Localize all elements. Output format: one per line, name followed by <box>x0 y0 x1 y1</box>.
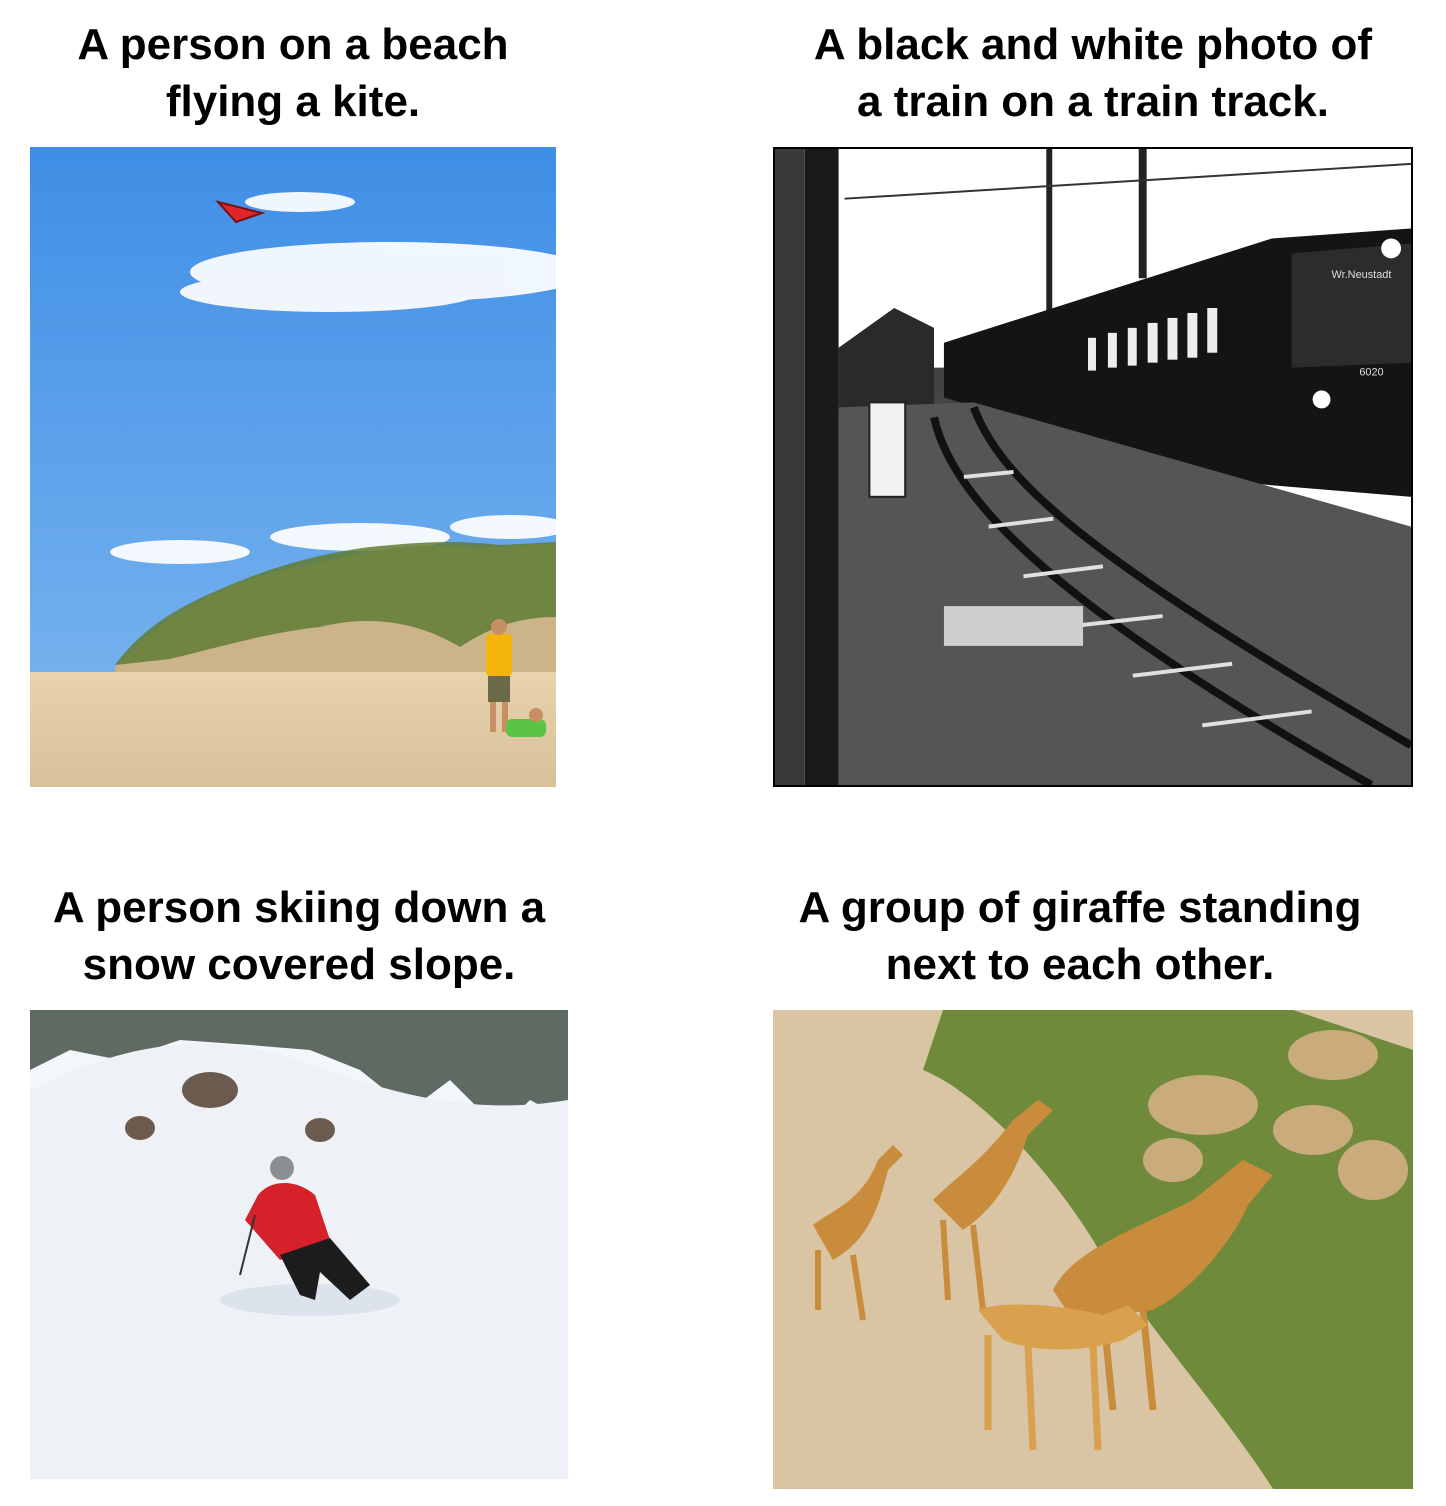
caption-line: a train on a train track. <box>857 77 1329 126</box>
train-number: 6020 <box>1359 367 1383 379</box>
giraffe <box>978 1304 1148 1451</box>
rocks <box>125 1072 335 1142</box>
windows <box>1088 308 1218 371</box>
trackside-box <box>868 401 907 498</box>
snowy-trees <box>30 1010 568 1130</box>
dune-grass <box>115 541 556 665</box>
photo-giraffes <box>773 1010 1413 1489</box>
caption-line: A person on a beach <box>77 20 509 69</box>
ballast <box>838 402 1411 785</box>
person-shirt <box>486 634 512 676</box>
person-head <box>491 619 507 635</box>
caption-line: A black and white photo of <box>813 20 1373 69</box>
skier-pants <box>280 1238 370 1300</box>
skier-helmet <box>270 1156 294 1180</box>
boulders <box>1143 1030 1408 1200</box>
trees <box>838 308 934 418</box>
caption-skier: A person skiing down a snow covered slop… <box>30 879 568 993</box>
caption-line: flying a kite. <box>165 77 421 126</box>
photo-beach-kite <box>30 147 556 787</box>
caption-train: A black and white photo of a train on a … <box>773 16 1413 130</box>
ski-pole <box>239 1214 256 1276</box>
photo-train: Wr.Neustadt 6020 <box>773 147 1413 787</box>
skier-jacket <box>245 1182 330 1260</box>
caption-line: A person skiing down a <box>52 883 546 932</box>
left-pole <box>804 149 839 785</box>
photo-skier <box>30 1010 568 1479</box>
person-shorts <box>488 676 510 702</box>
child-lying <box>506 719 546 737</box>
giraffe <box>933 1100 1053 1311</box>
caption-line: snow covered slope. <box>82 940 516 989</box>
caption-line: next to each other. <box>885 940 1275 989</box>
giraffe <box>813 1145 903 1321</box>
train-destination: Wr.Neustadt <box>1332 269 1392 281</box>
kite <box>215 200 266 224</box>
caption-giraffes: A group of giraffe standing next to each… <box>773 879 1387 993</box>
caption-line: A group of giraffe standing <box>798 883 1362 932</box>
caption-beach-kite: A person on a beach flying a kite. <box>30 16 556 130</box>
